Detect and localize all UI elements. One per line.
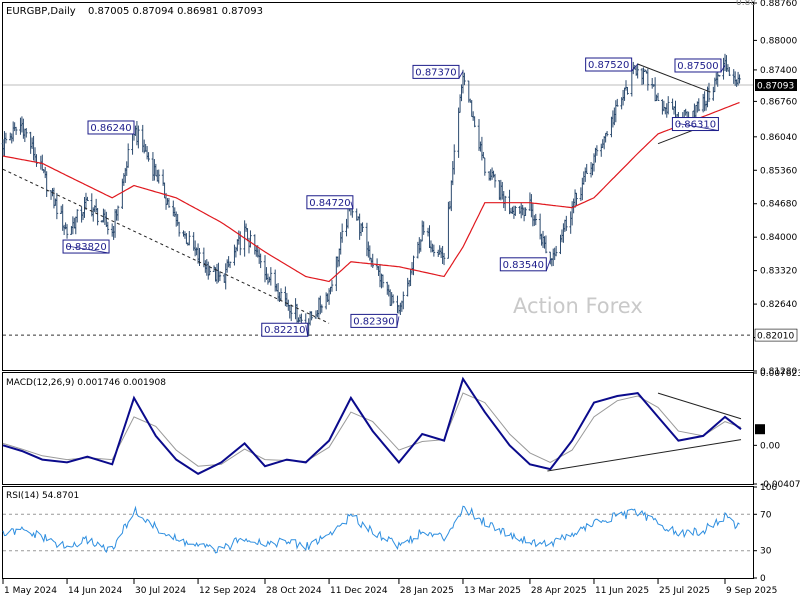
x-tick-label: 28 Jan 2025 [400,586,454,596]
level-label-box [62,239,110,254]
level-label-pointer [458,71,464,79]
rsi-tick-label: 100 [760,483,777,493]
price-tick-label: 0.82640 [760,300,797,310]
rsi-layer: 100 70 30 0 [2,483,777,584]
macd-layer: 0.007623 0.00 -0.004073 [2,369,800,490]
macd-signal-line [2,392,742,467]
rsi-title: RSI(14) 54.8701 [6,491,79,501]
level-label-pointer [720,64,726,73]
level-label-pointer [631,63,638,72]
level-label-box [674,58,722,73]
x-axis: 1 May 2024 14 Jun 2024 30 Jul 2024 12 Sep 2… [2,579,777,596]
level-label-box [671,117,719,132]
x-tick-label: 28 Apr 2025 [531,586,587,596]
level-label: 0.84720 [309,198,350,209]
price-support-lines [3,84,753,336]
level-label: 0.87500 [677,61,718,72]
level-label: 0.82390 [353,316,394,327]
price-annotations: 0.86240 0.83820 0.84720 0.82210 0.82390 0.873… [62,57,726,337]
level-label-pointer [678,123,719,131]
level-label: 0.87370 [415,67,456,78]
macd-value-marker [755,424,765,435]
macd-title: MACD(12,26,9) 0.001746 0.001908 [6,378,166,388]
price-axis: 0.88760 0.88000 0.87400 0.86760 0.86040 0.853… [736,0,797,377]
macd-panel-frame [2,372,754,485]
rsi-tick-label: 70 [760,510,772,520]
x-tick-label: 1 May 2024 [4,586,57,596]
level-label: 0.87520 [588,60,629,71]
x-tick-label: 25 Jul 2025 [659,586,710,596]
level-label-pointer [350,201,354,209]
rsi-panel-frame [2,486,754,579]
level-label-box [412,64,460,79]
price-tick-label: 0.86760 [760,97,797,107]
symbol-label: EURGBP,Daily [6,6,76,17]
support-badge [754,328,798,342]
x-tick-label: 14 Jun 2024 [68,586,122,596]
macd-main-line [2,376,742,475]
x-tick-label: 28 Oct 2024 [266,586,322,596]
price-tick-label: 0.87400 [760,66,797,76]
price-tick-label: 0.84680 [760,200,797,210]
price-tick-label: 0.86040 [760,133,797,143]
rsi-tick-label: 30 [760,547,772,557]
x-tick-label: 13 Mar 2025 [464,586,521,596]
level-label-pointer [66,245,110,254]
macd-tick-label: 0.00 [760,441,780,451]
moving-average-line [2,101,740,283]
price-tick-label: 0.88000 [760,36,797,46]
current-price-badge-text: 0.87093 [757,82,794,92]
level-label-box [499,257,547,272]
x-tick-label: 11 Dec 2024 [330,586,388,596]
price-tick-label: 0.81280 [760,367,797,377]
moving-average [2,101,740,283]
level-label-pointer [305,325,309,337]
level-label: 0.83820 [65,242,106,253]
level-label-box [306,195,354,210]
price-tick-label: 0.84000 [760,233,797,243]
price-tick-label: 0.88760 [760,0,797,9]
x-tick-label: 11 Jun 2025 [595,586,649,596]
x-tick-label: 9 Sep 2025 [726,586,777,596]
level-label: 0.86240 [90,123,131,134]
level-label-box [585,57,633,72]
price-tick-label: 0.83320 [760,267,797,277]
price-top-truncated-label: 0.88 [736,0,756,8]
support-badge-text: 0.82010 [757,332,794,342]
ohlc-readout: 0.87005 0.87094 0.86981 0.87093 [88,6,263,17]
x-tick-label: 12 Sep 2024 [199,586,256,596]
descending-trendline [2,168,330,324]
watermark: Action Forex [513,294,643,318]
rsi-tick-label: 0 [760,574,766,584]
rsi-line [2,505,740,554]
macd-lower-trendline [547,439,742,472]
level-label: 0.86310 [675,120,716,131]
level-label-box [261,322,309,337]
level-label-box [350,313,398,328]
price-tick-label: 0.85360 [760,166,797,176]
triangle-upper-line [637,63,711,93]
macd-upper-trendline [657,392,742,420]
current-price-badge [755,79,797,92]
macd-tick-label: 0.007623 [760,369,800,379]
level-label-pointer [545,259,551,271]
level-label-pointer [396,316,400,328]
level-label: 0.83540 [503,260,544,271]
level-label: 0.82210 [264,325,305,336]
x-tick-label: 30 Jul 2024 [135,586,186,596]
macd-tick-label: -0.004073 [760,480,800,490]
